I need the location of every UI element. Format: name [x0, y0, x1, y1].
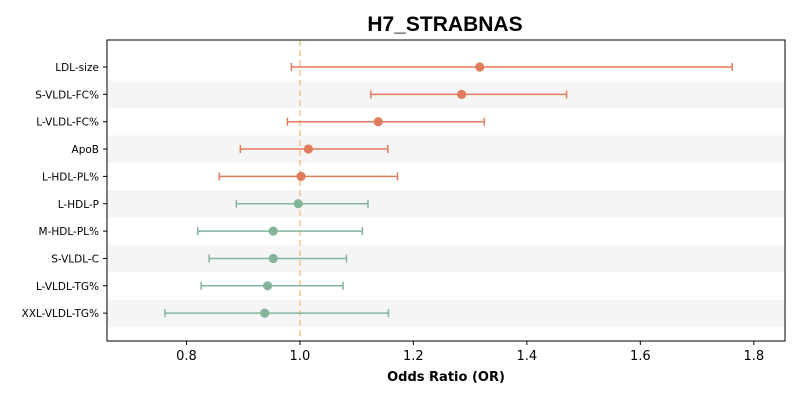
y-tick-label: XXL-VLDL-TG% [22, 308, 99, 320]
y-tick-label: L-VLDL-FC% [36, 117, 99, 129]
x-tick-label: 1.6 [630, 349, 651, 364]
point-estimate [262, 281, 273, 291]
row-band [107, 135, 785, 163]
y-tick-label: S-VLDL-C [51, 253, 99, 265]
x-tick-label: 1.8 [743, 349, 764, 364]
chart-title: H7_STRABNAS [367, 13, 522, 36]
point-estimate [293, 199, 303, 209]
y-tick-label: S-VLDL-FC% [35, 89, 99, 101]
row-bands [107, 80, 785, 327]
point-estimate [268, 226, 278, 236]
y-tick-label: M-HDL-PL% [39, 226, 99, 238]
point-estimate [296, 171, 306, 181]
x-tick-label: 1.0 [290, 349, 311, 364]
x-axis: 0.8 1.0 1.2 1.4 1.6 1.8 [176, 341, 764, 364]
y-tick-label: LDL-size [55, 62, 99, 74]
row-band [107, 190, 785, 218]
point-estimate [475, 62, 485, 72]
point-estimate [303, 144, 314, 154]
point-estimate [268, 253, 278, 264]
x-tick-label: 0.8 [176, 349, 197, 364]
plot-frame [106, 39, 786, 342]
y-axis-labels: LDL-sizeS-VLDL-FC%L-VLDL-FC%ApoBL-HDL-PL… [22, 62, 107, 320]
point-estimate [260, 308, 270, 318]
y-tick-label: ApoB [72, 144, 99, 156]
estimate-marks [164, 62, 733, 318]
x-tick-label: 1.4 [517, 349, 538, 364]
y-tick-label: L-VLDL-TG% [36, 281, 99, 293]
x-axis-label: Odds Ratio (OR) [387, 370, 505, 385]
point-estimate [457, 89, 467, 99]
x-tick-label: 1.2 [403, 349, 424, 364]
y-tick-label: L-HDL-PL% [42, 171, 99, 183]
point-estimate [373, 117, 383, 127]
y-tick-label: L-HDL-P [58, 199, 99, 211]
